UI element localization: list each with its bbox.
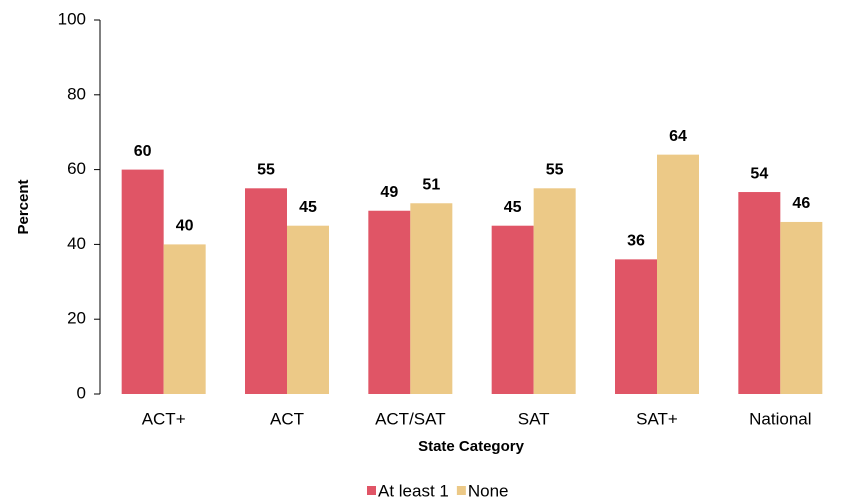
- value-label: 55: [257, 162, 275, 179]
- y-tick-label: 20: [67, 309, 86, 328]
- y-axis-title: Percent: [15, 179, 32, 234]
- x-tick-label: SAT+: [636, 409, 678, 428]
- value-label: 36: [627, 233, 645, 250]
- bar: [657, 154, 699, 394]
- bar: [491, 225, 534, 394]
- value-label: 45: [299, 199, 317, 216]
- y-tick-label: 40: [67, 234, 86, 253]
- legend-label: None: [468, 481, 509, 500]
- bar: [410, 203, 453, 394]
- x-tick-label: ACT+: [142, 409, 186, 428]
- y-tick-label: 0: [77, 383, 86, 402]
- bar: [245, 188, 287, 394]
- bar: [287, 225, 329, 394]
- value-label: 46: [792, 195, 810, 212]
- y-tick-label: 100: [58, 9, 86, 28]
- value-label: 45: [504, 199, 522, 216]
- legend-swatch: [367, 486, 376, 495]
- bar: [780, 221, 823, 394]
- x-tick-label: National: [749, 409, 811, 428]
- x-tick-label: ACT: [270, 409, 304, 428]
- x-tick-label: SAT: [518, 409, 550, 428]
- bar: [615, 259, 657, 394]
- legend-swatch: [456, 486, 466, 495]
- y-tick-label: 60: [67, 159, 86, 178]
- value-label: 54: [750, 165, 768, 182]
- value-label: 55: [546, 162, 564, 179]
- bar: [533, 188, 576, 394]
- bar: [368, 210, 411, 394]
- value-label: 49: [380, 184, 398, 201]
- value-label: 64: [669, 128, 687, 145]
- bar: [738, 192, 781, 394]
- legend-label: At least 1: [378, 481, 449, 500]
- bar: [121, 169, 164, 394]
- y-tick-label: 80: [67, 84, 86, 103]
- value-label: 51: [422, 176, 440, 193]
- value-label: 40: [176, 218, 194, 235]
- value-label: 60: [134, 143, 152, 160]
- x-axis-title: State Category: [418, 438, 525, 455]
- bar: [163, 244, 206, 394]
- x-tick-label: ACT/SAT: [375, 409, 446, 428]
